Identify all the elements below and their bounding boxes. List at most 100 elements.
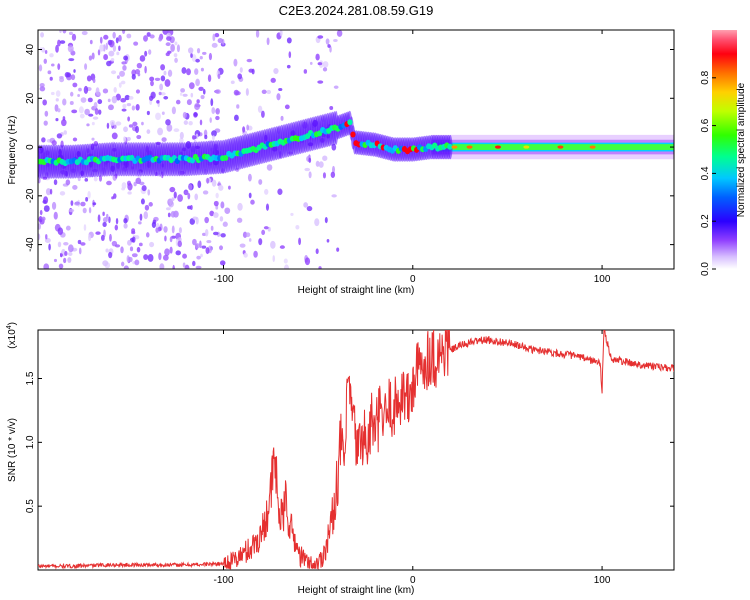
heatmap-noise-speck <box>188 120 193 126</box>
heatmap-noise-speck <box>144 65 147 74</box>
heatmap-noise-speck <box>280 115 284 121</box>
heatmap-noise-speck <box>68 208 75 213</box>
heatmap-noise-speck <box>49 188 53 195</box>
snr-x-tick-label: 0 <box>410 575 416 586</box>
heatmap-y-tick-label: -20 <box>25 188 36 203</box>
heatmap-noise-speck <box>182 262 186 268</box>
heatmap-noise-speck <box>58 263 64 269</box>
heatmap-noise-speck <box>131 236 136 243</box>
heatmap-noise-speck <box>194 68 199 75</box>
heatmap-noise-speck <box>81 30 88 36</box>
heatmap-noise-speck <box>120 246 124 254</box>
heatmap-noise-speck <box>278 87 283 92</box>
heatmap-y-ticks: -40 -20 0 20 40 <box>25 44 674 252</box>
heatmap-noise-speck <box>121 108 127 112</box>
heatmap-noise-speck <box>336 247 340 252</box>
heatmap-noise-speck <box>253 250 258 258</box>
heatmap-noise-speck <box>194 193 199 201</box>
heatmap-noise-speck <box>73 69 76 73</box>
heatmap-noise-speck <box>242 126 246 133</box>
heatmap-noise-speck <box>59 76 64 80</box>
heatmap-noise-speck <box>169 246 173 254</box>
heatmap-noise-speck <box>67 257 72 263</box>
heatmap-noise-speck <box>57 63 61 71</box>
heatmap-noise-speck <box>155 112 161 121</box>
heatmap-noise-speck <box>79 113 85 119</box>
heatmap-noise-speck <box>115 121 122 126</box>
heatmap-noise-speck <box>88 55 93 61</box>
heatmap-noise-speck <box>163 226 168 233</box>
heatmap-noise-speck <box>146 32 151 37</box>
heatmap-noise-speck <box>251 68 255 75</box>
heatmap-noise-speck <box>164 79 171 87</box>
heatmap-noise-speck <box>188 82 195 90</box>
snr-x-axis-label: Height of straight line (km) <box>298 585 415 596</box>
heatmap-noise-speck <box>59 30 62 34</box>
heatmap-noise-speck <box>107 98 111 103</box>
heatmap-noise-speck <box>80 97 87 103</box>
heatmap-noise-speck <box>270 77 276 83</box>
heatmap-noise-speck <box>140 198 145 205</box>
heatmap-noise-speck <box>329 106 334 111</box>
heatmap-noise-speck <box>239 67 243 73</box>
snr-multiplier-exponent: 4 <box>6 325 13 329</box>
heatmap-noise-speck <box>325 38 330 45</box>
heatmap-noise-speck <box>143 35 148 42</box>
heatmap-noise-speck <box>141 185 147 192</box>
heatmap-noise-speck <box>55 90 61 97</box>
heatmap-noise-speck <box>42 99 47 106</box>
heatmap-noise-speck <box>129 246 134 252</box>
heatmap-noise-speck <box>80 201 86 207</box>
heatmap-noise-speck <box>102 211 105 217</box>
heatmap-noise-speck <box>202 51 207 55</box>
heatmap-noise-speck <box>163 95 169 100</box>
heatmap-noise-speck <box>126 103 132 107</box>
heatmap-noise-speck <box>214 89 221 94</box>
heatmap-noise-speck <box>286 64 291 69</box>
heatmap-noise-speck <box>193 112 198 117</box>
snr-y-tick-label: 1.5 <box>25 371 36 385</box>
heatmap-noise-speck <box>119 70 125 77</box>
heatmap-noise-speck <box>266 89 272 95</box>
heatmap-noise-speck <box>105 248 109 253</box>
heatmap-noise-speck <box>87 97 93 103</box>
heatmap-noise-speck <box>68 58 75 62</box>
heatmap-noise-speck <box>317 35 324 39</box>
heatmap-noise-speck <box>143 254 149 260</box>
heatmap-noise-speck <box>209 117 212 123</box>
heatmap-noise-speck <box>135 89 141 94</box>
heatmap-noise-speck <box>175 250 181 256</box>
heatmap-noise-speck <box>150 80 154 87</box>
heatmap-noise-speck <box>65 225 71 231</box>
heatmap-noise-speck <box>273 68 279 75</box>
heatmap-noise-speck <box>204 216 209 224</box>
heatmap-noise-speck <box>171 225 175 234</box>
snr-x-tick-label: -100 <box>213 575 233 586</box>
heatmap-noise-speck <box>160 64 166 71</box>
heatmap-noise-speck <box>114 244 121 248</box>
heatmap-noise-speck <box>233 114 239 122</box>
heatmap-noise-speck <box>65 179 71 186</box>
heatmap-noise-speck <box>236 217 243 223</box>
colorbar-tick-label: 0.0 <box>700 262 711 276</box>
heatmap-noise-speck <box>110 70 117 75</box>
heatmap-noise-speck <box>72 185 78 190</box>
heatmap-noise-speck <box>219 245 224 251</box>
heatmap-noise-speck <box>156 99 160 104</box>
heatmap-noise-speck <box>263 226 269 230</box>
heatmap-noise-speck <box>306 205 313 212</box>
heatmap-noise-speck <box>67 251 73 256</box>
heatmap-noise-speck <box>219 216 224 222</box>
heatmap-noise-speck <box>108 50 115 57</box>
heatmap-noise-speck <box>62 116 66 121</box>
heatmap-noise-speck <box>144 204 150 211</box>
heatmap-noise-speck <box>102 88 109 94</box>
heatmap-noise-speck <box>163 70 167 76</box>
heatmap-noise-speck <box>177 194 183 202</box>
heatmap-x-ticks: -100 0 100 <box>213 30 611 285</box>
heatmap-noise-speck <box>155 227 159 233</box>
heatmap-noise-speck <box>97 214 101 223</box>
heatmap-noise-speck <box>315 248 319 255</box>
heatmap-noise-speck <box>149 241 155 248</box>
heatmap-noise-speck <box>298 237 301 246</box>
